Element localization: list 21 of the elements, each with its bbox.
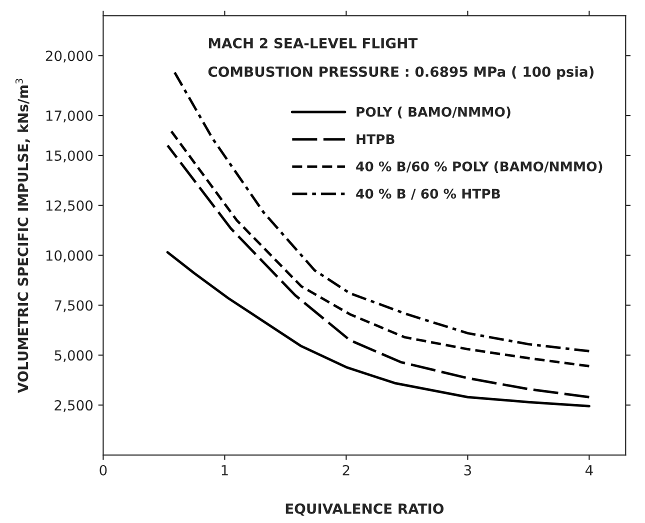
- annotation: MACH 2 SEA-LEVEL FLIGHT: [208, 38, 418, 48]
- y-tick-label: 10,000: [46, 250, 93, 262]
- legend-label: POLY ( BAMO/NMMO): [356, 106, 510, 118]
- y-axis-title: VOLUMETRIC SPECIFIC IMPULSE, kNs/m$^{3}$: [15, 78, 30, 393]
- y-tick-label: 20,000: [46, 50, 93, 63]
- x-tick-label: 0: [100, 464, 107, 476]
- y-tick-label: 15,000: [46, 150, 93, 162]
- legend-label: 40 % B / 60 % HTPB: [356, 188, 500, 200]
- y-tick-label: 2,500: [54, 400, 93, 412]
- x-axis-title: EQUIVALENCE RATIO: [286, 503, 444, 516]
- x-tick-label: 2: [342, 464, 350, 476]
- y-tick-label: 7,500: [54, 300, 93, 312]
- annotation: COMBUSTION PRESSURE : 0.6895 MPa ( 100 psia): [208, 66, 594, 80]
- legend-label: 40 % B/60 % POLY (BAMO/NMMO): [356, 161, 602, 173]
- x-tick-label: 4: [585, 465, 593, 476]
- y-tick-label: 5,000: [54, 350, 93, 362]
- y-tick-label: 12,500: [46, 200, 93, 212]
- x-tick-label: 1: [222, 465, 228, 476]
- legend-label: HTPB: [356, 134, 394, 144]
- x-tick-label: 3: [464, 464, 472, 476]
- y-tick-label: 17,000: [46, 110, 93, 122]
